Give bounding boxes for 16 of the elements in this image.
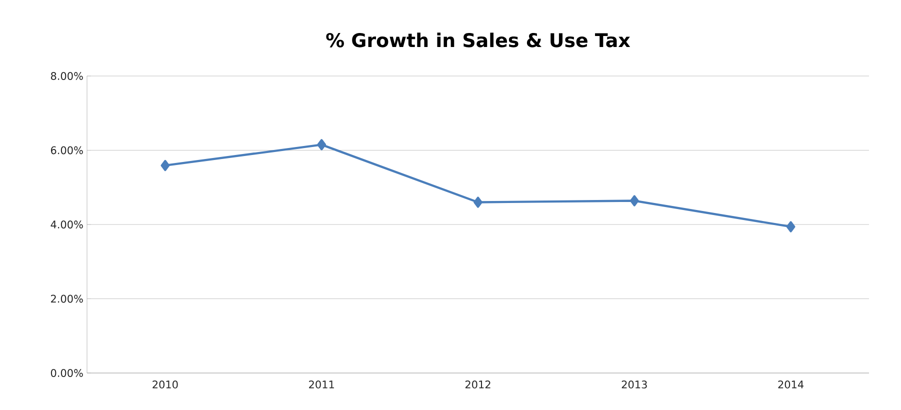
point — [474, 196, 482, 208]
x-tick-label: 2011 — [309, 380, 334, 388]
y-tick-label: 6.00% — [50, 146, 83, 154]
point — [317, 139, 326, 150]
point — [630, 195, 639, 206]
x-tick-label: 2012 — [465, 380, 490, 388]
x-tick-label: 2014 — [778, 380, 804, 388]
point — [786, 221, 796, 232]
y-tick-label: 4.00% — [50, 220, 83, 228]
chart-title: % Growth in Sales & Use Tax — [326, 32, 630, 48]
x-tick-label: 2013 — [622, 380, 647, 388]
x-tick-label: 2010 — [152, 380, 178, 388]
y-tick-label: 0.00% — [50, 369, 83, 377]
y-tick-label: 8.00% — [50, 72, 83, 80]
y-tick-label: 2.00% — [51, 294, 83, 303]
point — [160, 160, 170, 172]
